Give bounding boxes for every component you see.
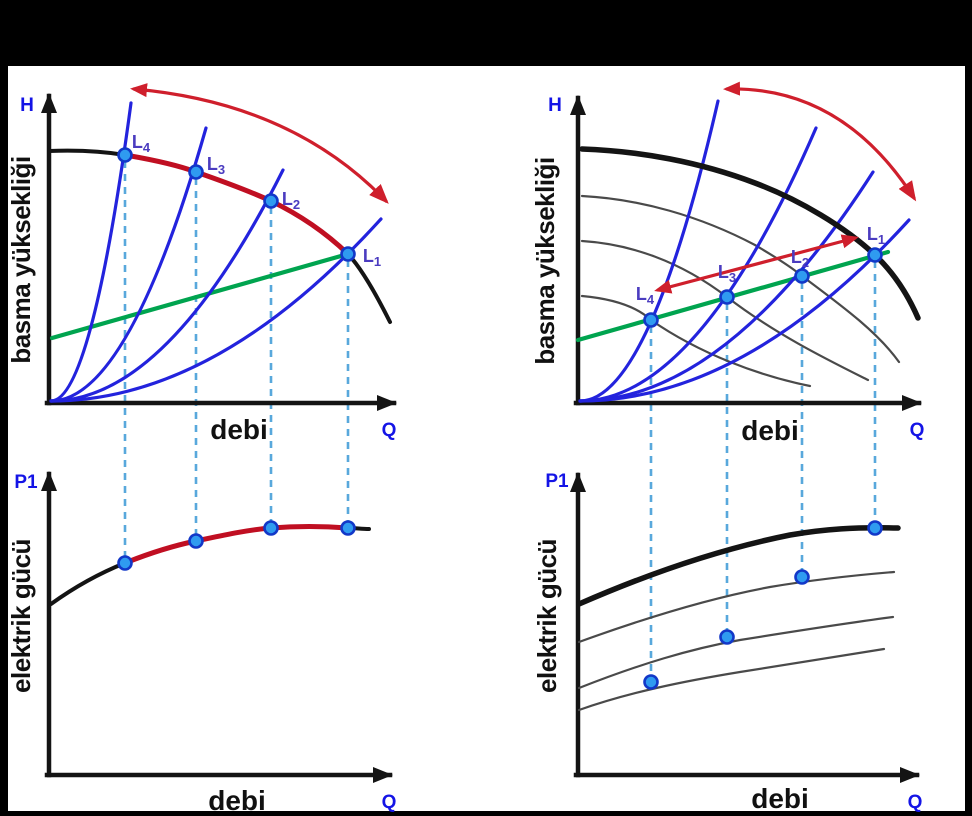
point-label-l4: L4 — [636, 284, 655, 307]
power-curve-speed-4 — [577, 647, 886, 712]
range-arrow — [723, 81, 917, 202]
system-line-green — [49, 251, 351, 341]
guide-lines-left — [123, 161, 350, 557]
power-point-l3 — [719, 629, 735, 645]
operating-range-arrow — [654, 234, 859, 294]
power-curve-full-speed — [576, 525, 901, 607]
valve-curve-1 — [49, 101, 133, 403]
x-axis-label: debi — [751, 783, 809, 814]
panel-speed-head: L4 L3 L2 L1 H Q debi basma yüksekliği — [530, 81, 925, 446]
power-point-l3 — [188, 533, 204, 549]
point-label-l4: L4 — [132, 132, 151, 155]
x-axis-label: debi — [208, 785, 266, 816]
control-range-red — [122, 524, 351, 566]
x-axis-label: debi — [210, 414, 268, 445]
x-axis-symbol: Q — [910, 420, 925, 441]
point-label-l1: L1 — [363, 246, 381, 269]
valve-curve-4 — [49, 217, 383, 403]
power-point-l1 — [340, 520, 356, 536]
speed-curve-4 — [580, 294, 812, 388]
power-curve-speed-2 — [577, 570, 896, 644]
power-point-l4 — [643, 674, 659, 690]
valve-curve-3 — [49, 168, 285, 403]
y-axis-label: elektrik gücü — [6, 539, 36, 693]
y-axis-symbol: P1 — [14, 472, 38, 493]
power-curve-speed-3 — [577, 615, 895, 690]
x-axis-symbol: Q — [908, 792, 923, 813]
operating-point-l1 — [867, 247, 883, 263]
x-axis-symbol: Q — [382, 792, 397, 813]
operating-point-l2 — [794, 268, 810, 284]
point-label-l2: L2 — [282, 189, 300, 212]
affinity-curve-4 — [578, 218, 911, 403]
operating-point-l4 — [117, 147, 133, 163]
operating-point-l2 — [263, 193, 279, 209]
y-axis-label: basma yüksekliği — [530, 157, 560, 364]
point-label-l3: L3 — [207, 154, 225, 177]
power-curve-start — [49, 561, 127, 606]
point-label-l2: L2 — [791, 247, 809, 270]
y-axis-label: basma yüksekliği — [6, 156, 36, 363]
operating-point-l3 — [188, 164, 204, 180]
operating-point-l4 — [643, 312, 659, 328]
power-point-l1 — [867, 520, 883, 536]
panel-throttle-head: L4 L3 L2 L1 H Q debi basma yüksekliği — [6, 83, 397, 445]
x-axis-label: debi — [741, 415, 799, 446]
power-point-l2 — [263, 520, 279, 536]
power-point-l2 — [794, 569, 810, 585]
affinity-curve-3 — [578, 170, 875, 403]
panel-speed-power: P1 Q debi elektrik gücü — [532, 471, 922, 814]
range-arrow — [130, 83, 389, 204]
x-axis-symbol: Q — [382, 420, 397, 441]
operating-point-l3 — [719, 289, 735, 305]
panel-throttle-power: P1 Q debi elektrik gücü — [6, 471, 397, 816]
y-axis-label: elektrik gücü — [532, 539, 562, 693]
point-label-l1: L1 — [867, 224, 885, 247]
y-axis-symbol: H — [548, 95, 562, 116]
operating-point-l1 — [340, 246, 356, 262]
y-axis-symbol: H — [20, 95, 34, 116]
y-axis-symbol: P1 — [545, 471, 569, 492]
point-label-l3: L3 — [718, 262, 736, 285]
canvas-background — [8, 66, 965, 811]
power-point-l4 — [117, 555, 133, 571]
